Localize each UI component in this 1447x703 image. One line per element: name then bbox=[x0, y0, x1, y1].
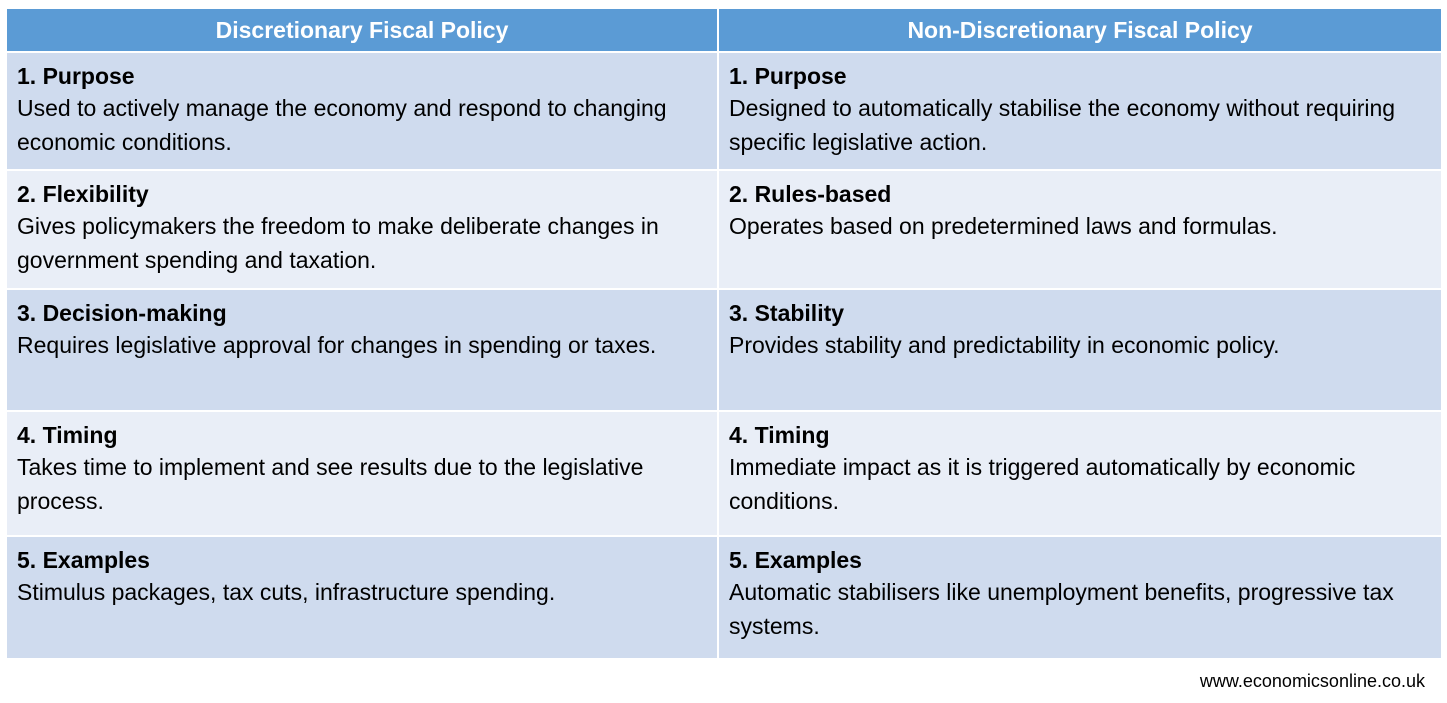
cell-non-discretionary-examples: 5. Examples Automatic stabilisers like u… bbox=[719, 537, 1441, 658]
cell-title: 5. Examples bbox=[729, 547, 862, 573]
comparison-table: Discretionary Fiscal Policy Non-Discreti… bbox=[7, 9, 1441, 658]
cell-non-discretionary-timing: 4. Timing Immediate impact as it is trig… bbox=[719, 412, 1441, 535]
cell-discretionary-flexibility: 2. Flexibility Gives policymakers the fr… bbox=[7, 171, 717, 288]
cell-title: 3. Stability bbox=[729, 300, 845, 326]
header-discretionary: Discretionary Fiscal Policy bbox=[7, 9, 717, 51]
cell-text: Used to actively manage the economy and … bbox=[17, 95, 667, 155]
cell-text: Operates based on predetermined laws and… bbox=[729, 213, 1278, 239]
cell-text: Automatic stabilisers like unemployment … bbox=[729, 579, 1394, 639]
cell-title: 4. Timing bbox=[17, 422, 118, 448]
cell-text: Designed to automatically stabilise the … bbox=[729, 95, 1396, 155]
cell-discretionary-examples: 5. Examples Stimulus packages, tax cuts,… bbox=[7, 537, 717, 658]
cell-title: 1. Purpose bbox=[17, 63, 135, 89]
cell-text: Requires legislative approval for change… bbox=[17, 332, 657, 358]
cell-discretionary-timing: 4. Timing Takes time to implement and se… bbox=[7, 412, 717, 535]
cell-title: 2. Rules-based bbox=[729, 181, 892, 207]
cell-non-discretionary-rules: 2. Rules-based Operates based on predete… bbox=[719, 171, 1441, 288]
cell-title: 1. Purpose bbox=[729, 63, 847, 89]
cell-discretionary-purpose: 1. Purpose Used to actively manage the e… bbox=[7, 53, 717, 169]
source-url: www.economicsonline.co.uk bbox=[1199, 671, 1425, 691]
cell-text: Gives policymakers the freedom to make d… bbox=[17, 213, 659, 273]
cell-title: 2. Flexibility bbox=[17, 181, 149, 207]
cell-text: Takes time to implement and see results … bbox=[17, 454, 644, 514]
cell-non-discretionary-purpose: 1. Purpose Designed to automatically sta… bbox=[719, 53, 1441, 169]
cell-text: Stimulus packages, tax cuts, infrastruct… bbox=[17, 579, 556, 605]
cell-non-discretionary-stability: 3. Stability Provides stability and pred… bbox=[719, 290, 1441, 410]
cell-discretionary-decision: 3. Decision-making Requires legislative … bbox=[7, 290, 717, 410]
cell-title: 3. Decision-making bbox=[17, 300, 227, 326]
header-non-discretionary: Non-Discretionary Fiscal Policy bbox=[719, 9, 1441, 51]
cell-title: 4. Timing bbox=[729, 422, 830, 448]
cell-text: Immediate impact as it is triggered auto… bbox=[729, 454, 1356, 514]
cell-title: 5. Examples bbox=[17, 547, 150, 573]
cell-text: Provides stability and predictability in… bbox=[729, 332, 1280, 358]
